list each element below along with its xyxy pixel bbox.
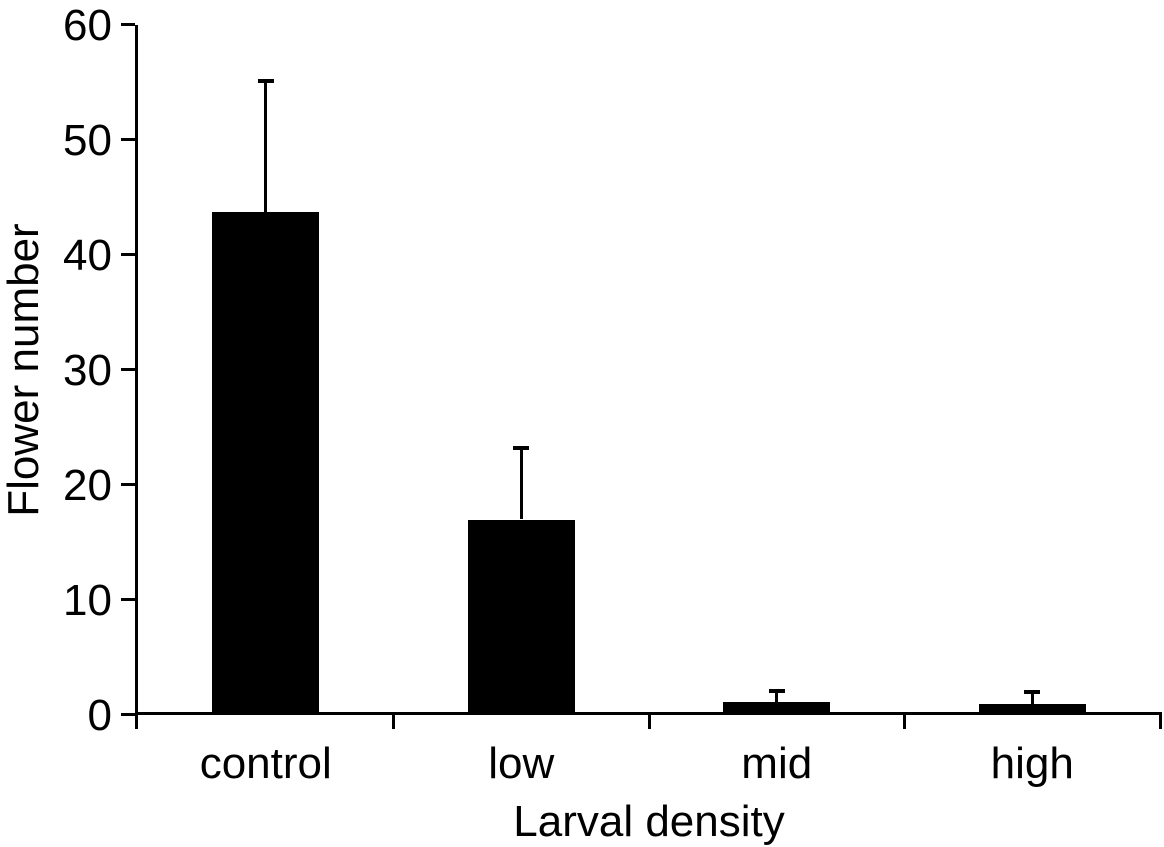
x-tick-mark	[647, 715, 651, 729]
y-tick-mark	[121, 253, 135, 256]
y-tick-mark	[121, 598, 135, 601]
error-bar-line-control	[264, 81, 268, 213]
y-tick-label: 60	[63, 1, 112, 50]
x-axis-line	[135, 712, 1162, 715]
x-tick-mark	[392, 715, 395, 729]
bar-high	[978, 703, 1086, 715]
x-category-label-mid: mid	[741, 739, 813, 788]
error-bar-cap-mid	[768, 688, 785, 693]
x-category-label-low: low	[488, 739, 555, 788]
error-bar-cap-low	[513, 446, 530, 451]
y-tick-mark	[121, 23, 135, 26]
error-bar-line-high	[1030, 692, 1034, 704]
y-tick-mark	[121, 713, 135, 716]
error-bar-cap-high	[1024, 690, 1041, 694]
error-bar-line-mid	[775, 690, 779, 703]
y-tick-label: 30	[63, 346, 112, 395]
y-tick-label: 50	[63, 116, 112, 165]
y-tick-label: 20	[63, 461, 112, 510]
x-tick-mark	[903, 715, 906, 729]
y-tick-mark	[121, 368, 135, 371]
x-tick-mark	[1158, 715, 1162, 729]
x-axis-title: Larval density	[513, 797, 785, 846]
error-bar-line-low	[519, 448, 523, 520]
bar-control	[212, 212, 320, 715]
y-tick-mark	[121, 483, 135, 486]
y-tick-label: 40	[63, 231, 112, 280]
x-category-label-high: high	[990, 739, 1074, 788]
y-tick-mark	[121, 138, 135, 141]
x-category-label-control: control	[199, 739, 332, 788]
y-axis-title: Flower number	[0, 223, 48, 517]
error-bar-cap-control	[257, 79, 274, 84]
y-tick-label: 10	[63, 576, 112, 625]
y-axis-line	[135, 25, 138, 729]
bar-low	[467, 519, 575, 715]
y-tick-label: 0	[87, 691, 112, 740]
bar-mid	[723, 702, 831, 715]
